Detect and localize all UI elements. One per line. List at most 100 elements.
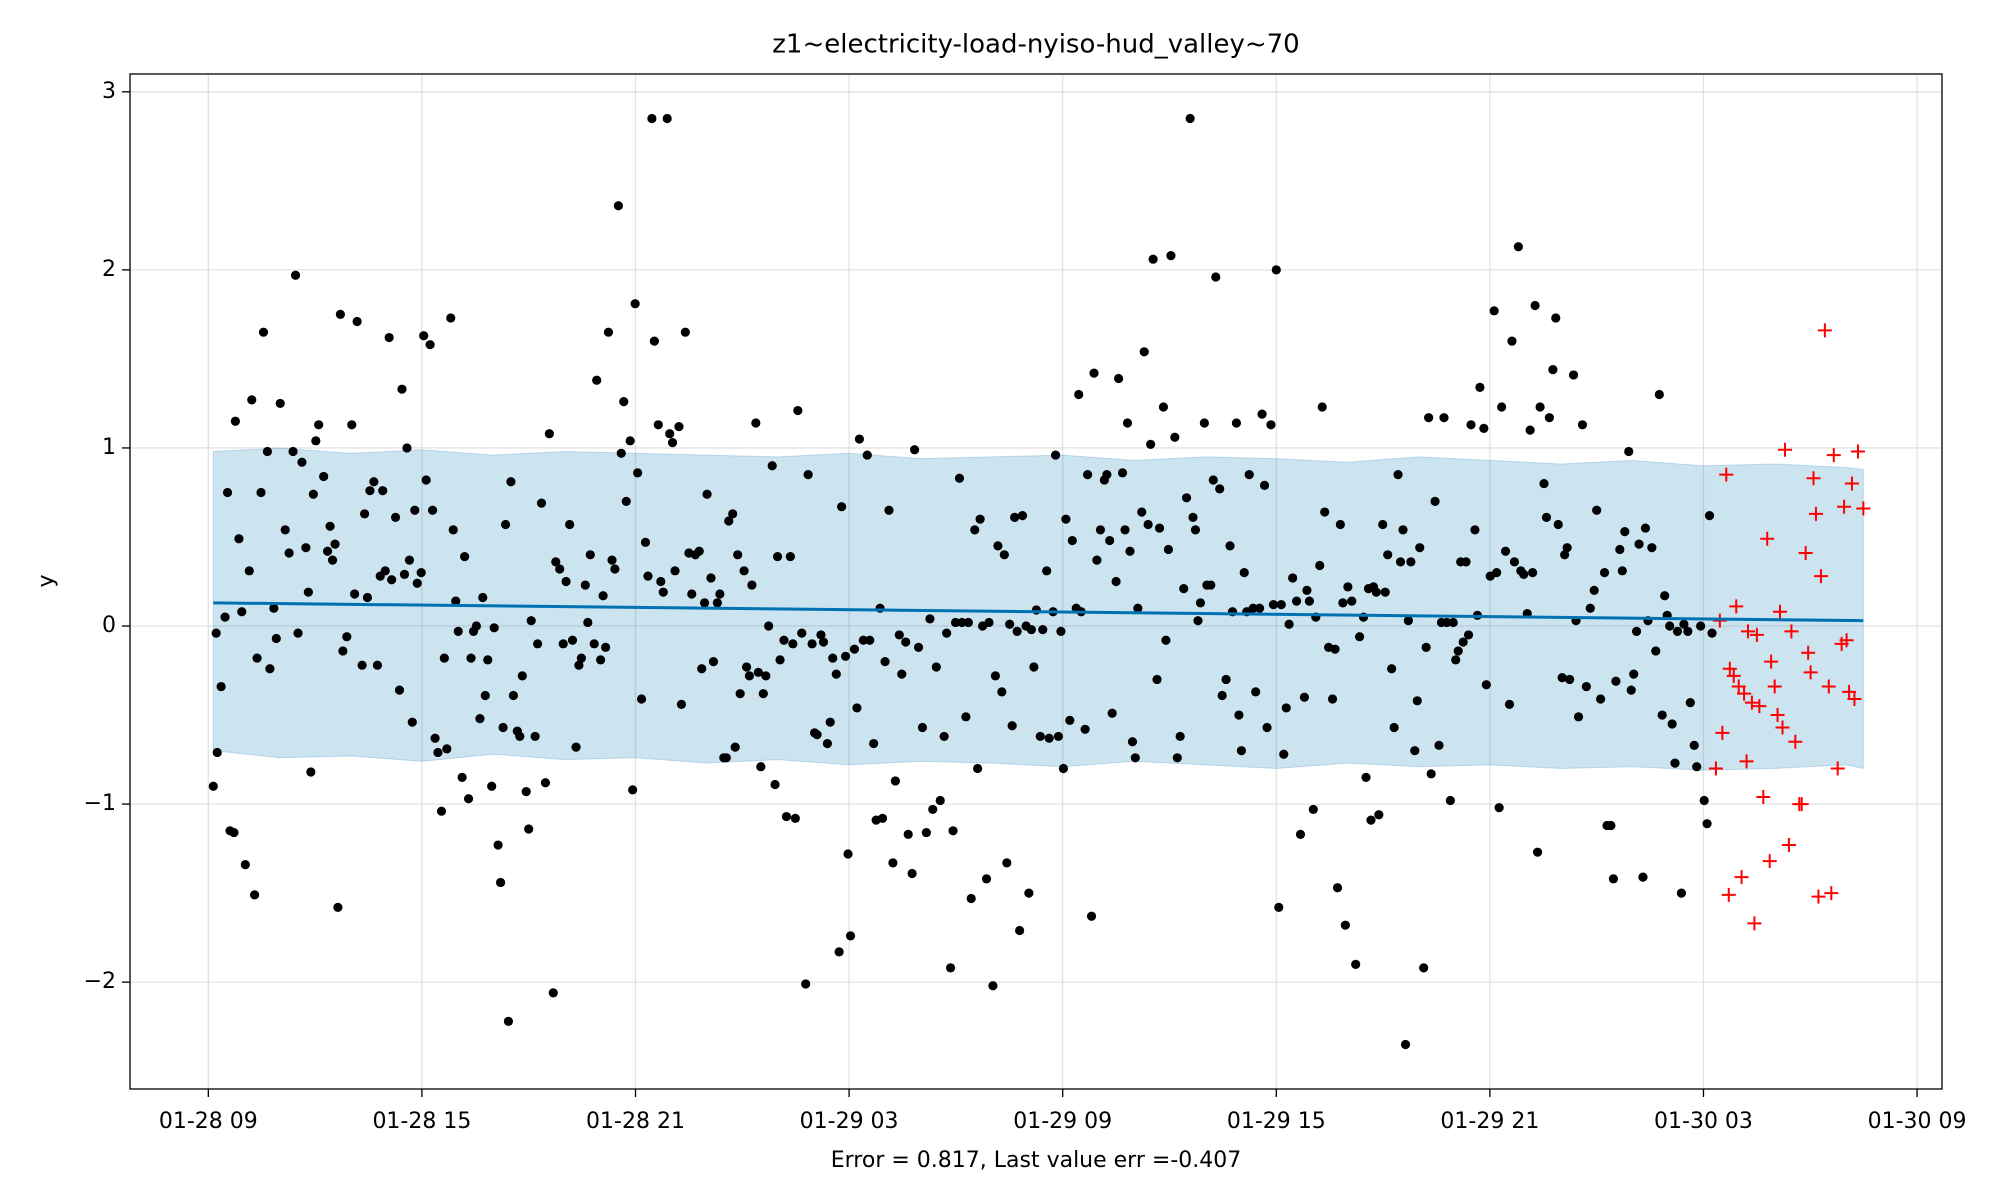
dot-marker <box>894 630 904 640</box>
plus-marker <box>1817 323 1832 338</box>
dot-marker <box>230 416 240 426</box>
dot-marker <box>993 541 1003 551</box>
dot-marker <box>451 596 461 606</box>
dot-marker <box>973 763 983 774</box>
dot-marker <box>1606 820 1616 831</box>
dot-marker <box>495 877 506 888</box>
dot-marker <box>963 617 973 628</box>
dot-marker <box>1631 626 1642 636</box>
dot-marker <box>1393 470 1403 480</box>
y-tick-label: 3 <box>102 79 116 104</box>
dot-marker <box>1670 758 1680 768</box>
dot-marker <box>430 733 440 743</box>
plus-marker <box>1821 679 1836 694</box>
dot-marker <box>347 420 357 430</box>
dot-marker <box>471 621 481 631</box>
dot-marker <box>715 589 725 599</box>
dot-marker <box>439 653 449 663</box>
dot-marker <box>970 525 980 535</box>
dot-marker <box>571 742 581 752</box>
x-tick-label: 01-29 21 <box>1440 1109 1539 1134</box>
dot-marker <box>761 671 771 681</box>
dot-marker <box>812 730 822 740</box>
dot-marker <box>1458 637 1468 647</box>
dot-marker <box>888 858 898 868</box>
dot-marker <box>1133 603 1143 613</box>
plus-marker <box>1726 668 1741 683</box>
dot-marker <box>1548 364 1558 375</box>
dot-marker <box>338 646 348 656</box>
dot-marker <box>1179 584 1189 594</box>
dot-marker <box>1573 712 1584 722</box>
plus-marker <box>1747 916 1762 931</box>
dot-marker <box>433 747 443 758</box>
dot-marker <box>1585 603 1595 613</box>
dot-marker <box>380 566 390 576</box>
dot-marker <box>1295 829 1306 839</box>
dot-marker <box>275 398 285 409</box>
dot-marker <box>613 201 624 211</box>
dot-marker <box>1654 389 1664 400</box>
dot-marker <box>925 614 935 624</box>
dot-marker <box>1122 418 1133 428</box>
dot-marker <box>290 270 301 280</box>
dot-marker <box>288 446 298 457</box>
dot-marker <box>404 555 415 565</box>
dot-marker <box>387 575 397 585</box>
dot-marker <box>1181 493 1192 503</box>
dot-marker <box>1080 724 1090 734</box>
dot-marker <box>436 806 447 816</box>
dot-marker <box>779 635 789 645</box>
dot-marker <box>1086 911 1097 921</box>
dot-marker <box>410 505 420 515</box>
dot-marker <box>1592 505 1602 515</box>
dot-marker <box>845 931 856 941</box>
dot-marker <box>1667 719 1677 729</box>
dot-marker <box>1704 511 1715 521</box>
dot-marker <box>997 687 1007 697</box>
dot-marker <box>1692 762 1702 772</box>
dot-marker <box>988 981 998 991</box>
dot-marker <box>466 653 476 663</box>
dot-marker <box>1525 425 1535 435</box>
dot-marker <box>1530 300 1540 311</box>
dot-marker <box>1507 336 1517 346</box>
dot-marker <box>211 628 221 638</box>
plus-marker <box>1778 442 1793 457</box>
dot-marker <box>1139 347 1149 357</box>
dot-marker <box>603 327 614 337</box>
dot-marker <box>1254 603 1265 613</box>
dot-marker <box>446 313 456 323</box>
dot-marker <box>280 525 290 535</box>
dot-marker <box>735 689 745 699</box>
dot-marker <box>807 639 817 649</box>
dot-marker <box>402 443 412 453</box>
dot-marker <box>1340 920 1350 930</box>
dot-marker <box>1707 628 1717 638</box>
dot-marker <box>1146 439 1156 449</box>
dot-marker <box>897 669 907 679</box>
dot-marker <box>565 519 575 530</box>
dot-marker <box>350 589 360 599</box>
dot-marker <box>1424 413 1434 423</box>
dot-marker <box>1248 603 1258 613</box>
dot-marker <box>1268 600 1279 610</box>
dot-marker <box>1541 512 1552 522</box>
dot-marker <box>961 712 971 722</box>
dot-marker <box>1061 514 1071 524</box>
dot-marker <box>747 580 757 590</box>
dot-marker <box>416 567 426 578</box>
plus-marker <box>1806 471 1821 486</box>
dot-marker <box>877 813 888 823</box>
dot-marker <box>1565 674 1575 685</box>
x-tick-label: 01-29 09 <box>1013 1109 1112 1134</box>
dot-marker <box>1689 740 1699 750</box>
dot-marker <box>1074 389 1084 400</box>
dot-marker <box>1166 251 1176 261</box>
dot-marker <box>728 509 738 519</box>
dot-marker <box>1266 420 1276 430</box>
dot-marker <box>1158 402 1169 412</box>
dot-marker <box>1634 539 1644 549</box>
dot-marker <box>460 551 470 562</box>
dot-marker <box>1419 963 1429 973</box>
